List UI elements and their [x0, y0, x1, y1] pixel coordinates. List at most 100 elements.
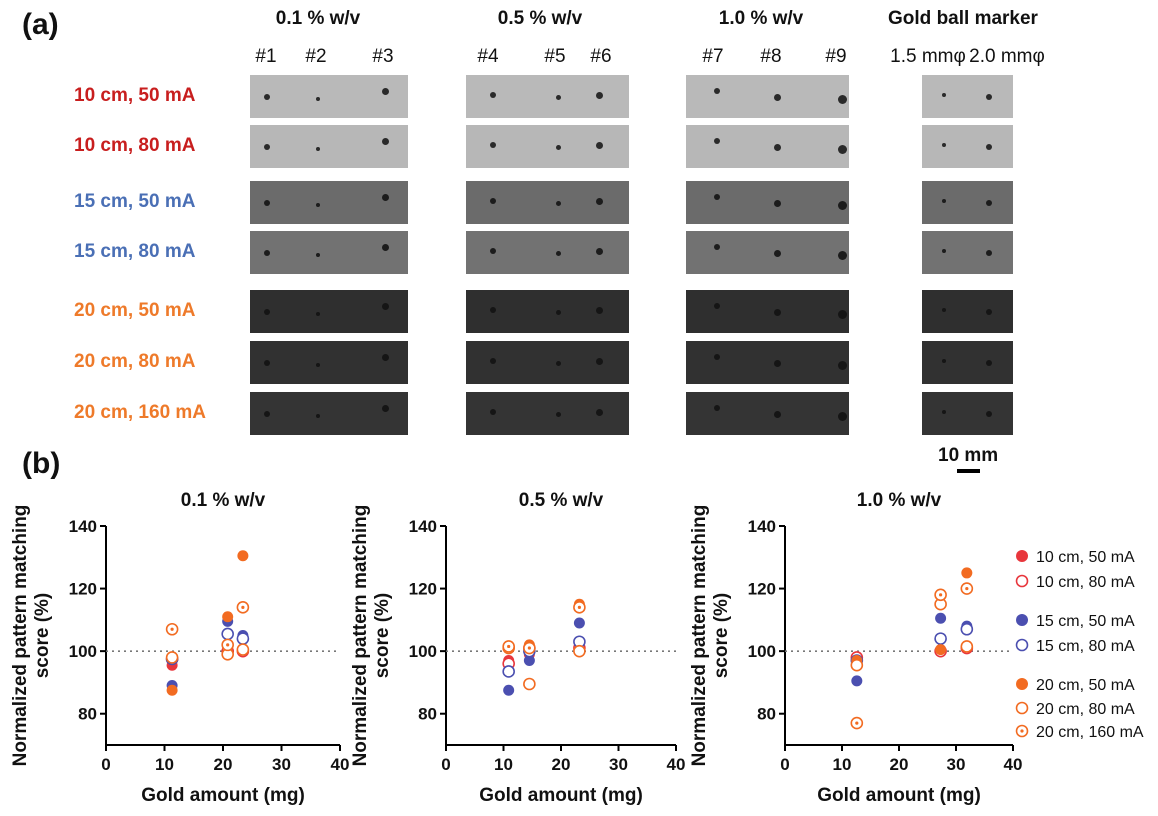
marker-dot — [838, 411, 847, 421]
xray-image-strip — [922, 341, 1013, 384]
marker-dot — [596, 408, 603, 416]
marker-dot — [838, 200, 847, 210]
panel-a-label: (a) — [22, 8, 59, 41]
marker-dot — [986, 250, 992, 256]
legend-marker-center — [1020, 729, 1024, 733]
data-point — [222, 611, 234, 623]
marker-dot — [774, 359, 781, 367]
data-point — [935, 612, 947, 624]
sample-id-label: #7 — [702, 46, 724, 67]
marker-dot — [490, 358, 496, 364]
marker-dot — [264, 200, 270, 206]
xray-image-strip — [922, 290, 1013, 333]
xray-image-strip — [250, 125, 408, 168]
xray-image-strip — [250, 290, 408, 333]
marker-dot — [382, 302, 389, 310]
marker-dot — [490, 307, 496, 313]
marker-dot — [714, 405, 720, 411]
data-point — [960, 640, 974, 653]
marker-dot — [316, 147, 320, 151]
xray-image-strip — [466, 231, 629, 274]
x-tick-label: 0 — [101, 755, 110, 774]
legend-label: 20 cm, 80 mA — [1036, 701, 1135, 718]
marker-dot — [382, 353, 389, 361]
xray-image-strip — [922, 231, 1013, 274]
data-point — [166, 684, 178, 696]
group-title: Gold ball marker — [888, 8, 1038, 29]
marker-dot — [316, 97, 320, 101]
xray-image-strip — [466, 181, 629, 224]
marker-dot — [942, 249, 946, 253]
scale-bar — [957, 469, 980, 473]
data-point — [236, 632, 250, 645]
xray-image-strip — [686, 231, 849, 274]
row-label: 20 cm, 80 mA — [74, 351, 196, 372]
row-label: 20 cm, 50 mA — [74, 300, 196, 321]
x-tick-label: 40 — [331, 755, 350, 774]
y-axis-label: Normalized pattern matching — [350, 505, 371, 767]
legend-label: 20 cm, 160 mA — [1036, 724, 1144, 741]
y-axis-label: score (%) — [372, 593, 393, 679]
y-tick-label: 120 — [748, 580, 776, 599]
xray-image-strip — [250, 341, 408, 384]
xray-image-strip — [922, 181, 1013, 224]
legend-label: 10 cm, 50 mA — [1036, 549, 1135, 566]
marker-dot — [264, 144, 270, 150]
x-tick-label: 20 — [552, 755, 571, 774]
sample-id-label: #3 — [372, 46, 394, 67]
marker-dot — [774, 249, 781, 257]
xray-image-strip — [466, 125, 629, 168]
data-point-center — [226, 643, 230, 647]
sample-id-label: #5 — [544, 46, 566, 67]
data-point-center — [577, 605, 582, 609]
marker-dot — [316, 312, 320, 316]
x-tick-label: 20 — [214, 755, 233, 774]
panel-b-label: (b) — [22, 447, 61, 480]
marker-dot — [382, 404, 389, 412]
row-label: 20 cm, 160 mA — [74, 402, 207, 423]
marker-dot — [490, 198, 496, 204]
marker-dot — [264, 360, 270, 366]
data-point-center — [170, 627, 174, 631]
legend-label: 10 cm, 80 mA — [1036, 574, 1135, 591]
row-label: 15 cm, 80 mA — [74, 241, 196, 262]
data-point — [165, 651, 179, 664]
data-point — [502, 665, 515, 678]
marker-dot — [986, 309, 992, 315]
x-tick-label: 40 — [1004, 755, 1023, 774]
xray-image-strip — [922, 392, 1013, 435]
scale-bar-label: 10 mm — [938, 445, 999, 466]
marker-dot — [490, 409, 496, 415]
marker-dot — [316, 253, 320, 257]
marker-dot — [596, 91, 603, 99]
data-point — [850, 658, 864, 672]
marker-dot — [556, 144, 561, 150]
x-tick-label: 40 — [667, 755, 686, 774]
legend-marker — [1016, 678, 1028, 690]
sample-id-label: #2 — [305, 46, 327, 67]
y-tick-label: 140 — [69, 517, 97, 536]
group-title: 1.0 % w/v — [718, 8, 804, 29]
xray-image-strip — [686, 341, 849, 384]
y-tick-label: 140 — [748, 517, 776, 536]
y-tick-label: 120 — [409, 580, 437, 599]
xray-image-strip — [466, 392, 629, 435]
data-point — [935, 644, 947, 656]
marker-dot — [490, 248, 496, 254]
y-tick-label: 100 — [69, 642, 97, 661]
data-point — [237, 550, 249, 562]
data-point-center — [241, 605, 245, 609]
marker-dot — [714, 138, 720, 144]
data-point — [573, 617, 585, 629]
data-point — [236, 643, 250, 656]
x-tick-label: 10 — [155, 755, 174, 774]
marker-dot — [838, 94, 847, 104]
marker-dot — [490, 142, 496, 148]
x-axis-label: Gold amount (mg) — [817, 785, 981, 806]
marker-dot — [986, 144, 992, 150]
marker-dot — [316, 414, 320, 418]
row-label: 10 cm, 80 mA — [74, 135, 196, 156]
y-axis-label: score (%) — [32, 593, 53, 679]
legend-label: 20 cm, 50 mA — [1036, 677, 1135, 694]
sample-id-label: #8 — [760, 46, 782, 67]
